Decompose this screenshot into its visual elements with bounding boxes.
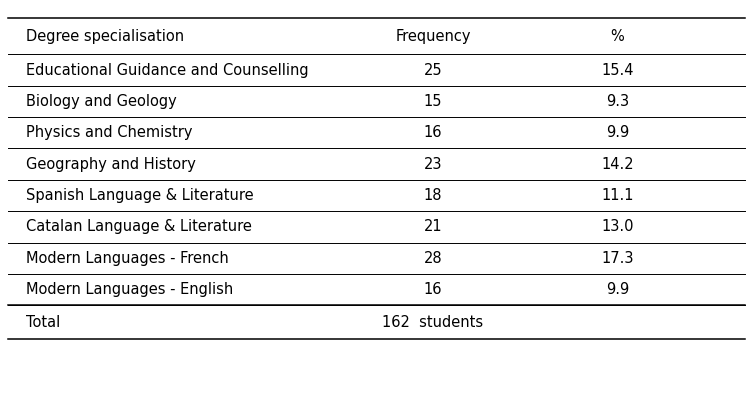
Text: Degree specialisation: Degree specialisation — [26, 29, 184, 44]
Text: 17.3: 17.3 — [601, 251, 634, 266]
Text: Biology and Geology: Biology and Geology — [26, 94, 177, 109]
Text: 162  students: 162 students — [383, 315, 483, 330]
Text: 9.9: 9.9 — [606, 282, 629, 297]
Text: Physics and Chemistry: Physics and Chemistry — [26, 125, 193, 140]
Text: 15: 15 — [424, 94, 442, 109]
Text: Geography and History: Geography and History — [26, 157, 197, 172]
Text: 11.1: 11.1 — [601, 188, 634, 203]
Text: 25: 25 — [424, 63, 442, 77]
Text: 23: 23 — [424, 157, 442, 172]
Text: Total: Total — [26, 315, 60, 330]
Text: 13.0: 13.0 — [601, 220, 634, 234]
Text: 16: 16 — [424, 282, 442, 297]
Text: Modern Languages - French: Modern Languages - French — [26, 251, 229, 266]
Text: 9.9: 9.9 — [606, 125, 629, 140]
Text: 18: 18 — [424, 188, 442, 203]
Text: Catalan Language & Literature: Catalan Language & Literature — [26, 220, 252, 234]
Text: 15.4: 15.4 — [601, 63, 634, 77]
Text: 9.3: 9.3 — [606, 94, 629, 109]
Text: Spanish Language & Literature: Spanish Language & Literature — [26, 188, 254, 203]
Text: %: % — [611, 29, 624, 44]
Text: 14.2: 14.2 — [601, 157, 634, 172]
Text: 28: 28 — [424, 251, 442, 266]
Text: Frequency: Frequency — [395, 29, 471, 44]
Text: 16: 16 — [424, 125, 442, 140]
Text: 21: 21 — [424, 220, 442, 234]
Text: Educational Guidance and Counselling: Educational Guidance and Counselling — [26, 63, 309, 77]
Text: Modern Languages - English: Modern Languages - English — [26, 282, 233, 297]
